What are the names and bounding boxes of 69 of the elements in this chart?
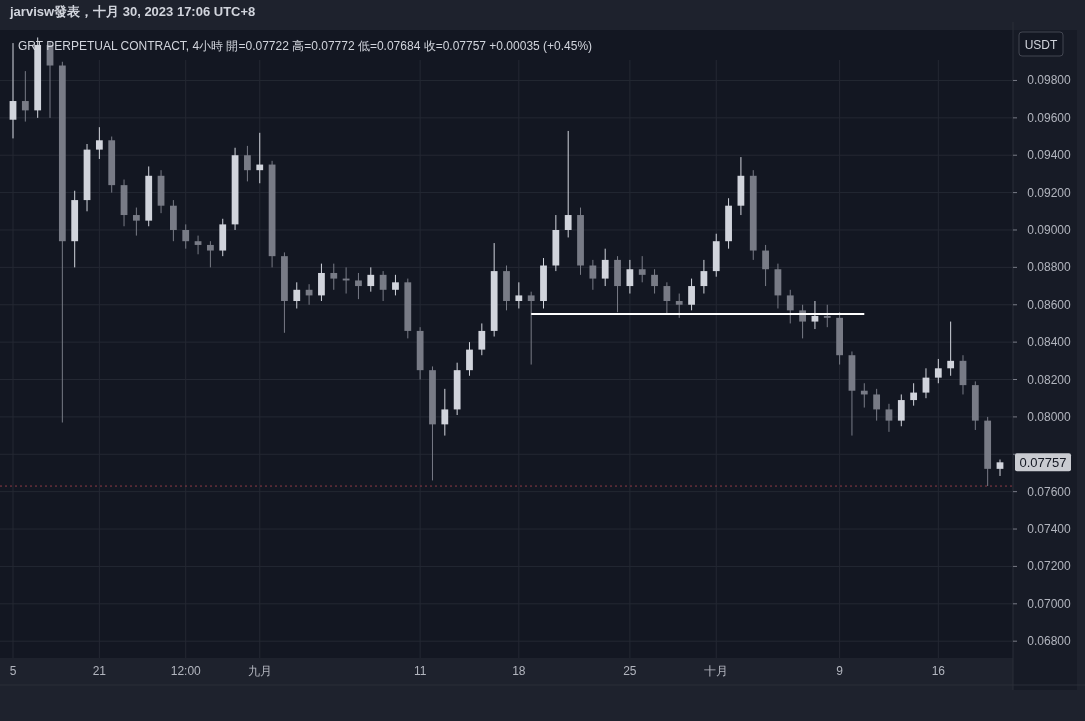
candlestick [897, 393, 905, 427]
candlestick [355, 272, 362, 300]
y-tick-label: 0.07600 [1027, 484, 1072, 499]
x-tick-label: 16 [931, 664, 946, 678]
candlestick [885, 403, 893, 433]
y-tick-label: 0.09400 [1027, 148, 1072, 163]
candlestick [675, 293, 683, 319]
candlestick [663, 281, 671, 315]
candlestick [256, 132, 264, 184]
x-tick-label: 21 [92, 664, 107, 678]
text: 0.07757 [1019, 455, 1067, 471]
candlestick [392, 274, 399, 296]
x-tick-label: 25 [623, 664, 637, 678]
x-tick-label: 九月 [247, 664, 272, 678]
candlestick [934, 358, 942, 384]
y-tick-label: 0.07400 [1027, 522, 1072, 537]
candlestick [466, 341, 473, 377]
y-tick-label: 0.09800 [1027, 73, 1072, 88]
candlestick [638, 255, 646, 283]
candlestick [823, 304, 831, 328]
y-tick-label: 0.06800 [1027, 634, 1072, 649]
candlestick [318, 263, 325, 302]
candlestick [515, 281, 523, 309]
y-tick-label: 0.08200 [1027, 372, 1072, 387]
candlestick [873, 388, 881, 422]
candlestick [194, 235, 202, 255]
candlestick [478, 322, 486, 356]
x-tick-label: 5 [9, 664, 17, 678]
y-tick-label: 0.08000 [1027, 409, 1072, 424]
y-tick-label: 0.09200 [1027, 185, 1072, 200]
candlestick [564, 130, 572, 238]
candlestick [589, 259, 597, 291]
candlestick [996, 459, 1004, 477]
y-tick-label: 0.08800 [1027, 260, 1072, 275]
candlestick [182, 223, 190, 250]
y-axis-title: USDT [1024, 38, 1058, 52]
x-tick-label: 十月 [704, 664, 729, 678]
x-tick-label: 18 [512, 664, 526, 678]
candlestick [330, 263, 338, 291]
candlestick [651, 268, 658, 295]
candlestick [762, 244, 769, 287]
x-tick-label: 9 [836, 664, 844, 678]
candlestick [811, 300, 819, 330]
y-tick-label: 0.07200 [1027, 559, 1072, 574]
y-tick-label: 0.09600 [1027, 110, 1072, 125]
candlestick [207, 240, 214, 268]
y-tick-label: 0.08400 [1027, 335, 1072, 350]
candlestick [947, 321, 955, 377]
candlestick [786, 289, 794, 324]
candlestick [601, 248, 609, 287]
candlestick [910, 382, 918, 407]
candlestick [244, 145, 251, 182]
candlestick [21, 70, 29, 123]
x-tick-label: 12:00 [170, 664, 202, 678]
candlestick [132, 207, 140, 237]
candlestick [527, 291, 535, 366]
y-tick-label: 0.07000 [1027, 596, 1072, 611]
y-tick-label: 0.09000 [1027, 222, 1072, 237]
text: jarvisw發表，十月 30, 2023 17:06 UTC+8 [9, 4, 256, 19]
candlestick [379, 270, 387, 302]
candlestick [95, 126, 103, 160]
candlestick [9, 42, 17, 139]
candlestick [367, 266, 375, 293]
candlestick [688, 278, 695, 311]
candlestick [441, 388, 449, 437]
candlestick [293, 281, 301, 309]
candlestick [626, 259, 634, 295]
y-tick-label: 0.08600 [1027, 297, 1072, 312]
x-tick-label: 11 [413, 664, 427, 678]
